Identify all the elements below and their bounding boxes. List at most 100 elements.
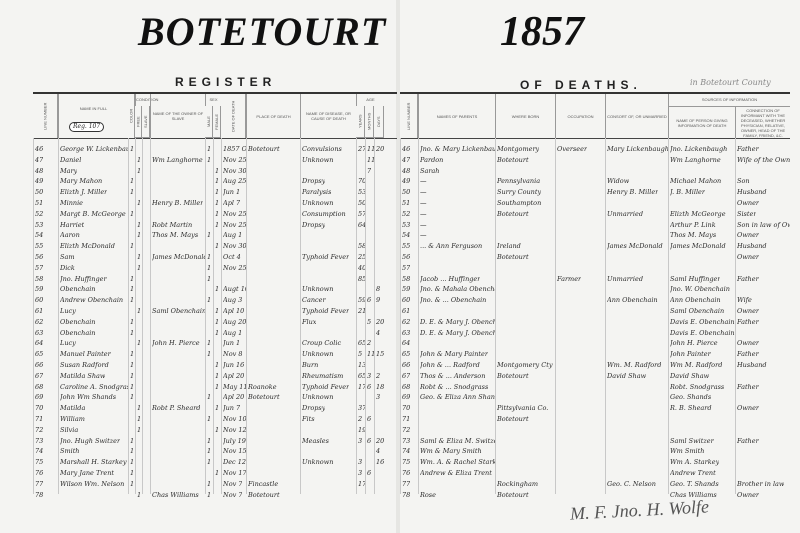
table-cell: Montgomery <box>497 145 540 153</box>
table-row: 73 Saml & Eliza M. Switzer Saml Switzer Fat… <box>400 436 790 447</box>
table-cell: Obenchain <box>60 328 96 337</box>
table-cell: Robt & ... Snodgrass <box>420 382 489 391</box>
table-cell: Jun 1 <box>223 339 241 348</box>
table-cell: 64 <box>358 220 365 229</box>
table-cell: 1 <box>130 393 135 402</box>
table-cell: 1857 Oct 12 <box>223 145 246 153</box>
table-cell: 1 <box>137 220 142 229</box>
table-cell: Matilda <box>60 404 86 413</box>
table-row: 64 Lucy 1 John H. Pierce 1 Jun 1 Croup Colic 65… <box>33 338 397 349</box>
table-cell: 15 <box>376 350 384 359</box>
table-cell: 69 <box>35 393 44 402</box>
table-cell: D. E. & Mary J. Obenchain <box>420 328 495 337</box>
table-cell: 1 <box>130 145 135 153</box>
table-cell: Jun 7 <box>223 404 241 413</box>
table-cell: Elizth J. Miller <box>60 188 108 197</box>
table-cell: 1 <box>215 220 220 229</box>
table-cell: 65 <box>358 339 365 348</box>
left-column-header: Place of Death <box>246 94 300 138</box>
table-cell: Jno. & Mahala Obenchain <box>420 285 495 294</box>
table-cell: Mary Lickenbaugh <box>607 145 668 153</box>
table-cell: 66 <box>35 361 44 369</box>
table-cell: 57 <box>402 263 411 272</box>
table-cell: 63 <box>402 328 411 337</box>
table-cell: Henry B. Miller <box>152 199 204 207</box>
table-cell: 1 <box>207 263 212 272</box>
table-cell: Andrew & Eliza Trent <box>420 469 492 477</box>
table-cell: 70 <box>402 404 411 413</box>
table-cell: 46 <box>402 145 411 153</box>
table-row: 56 Sam 1 James McDonald 1 Oct 4 Typhoid Fever 2… <box>33 252 397 263</box>
table-cell: 1 <box>207 231 212 240</box>
table-cell: Nov 30 <box>223 242 246 251</box>
table-cell: Apl 20 <box>223 393 245 402</box>
table-row: 72 <box>400 425 790 436</box>
table-cell: Oct 4 <box>223 253 241 261</box>
table-cell: Rockingham <box>497 479 539 488</box>
table-cell: 5 <box>358 350 363 359</box>
table-cell: Nov 8 <box>223 350 243 359</box>
table-cell: 1 <box>207 253 212 261</box>
right-column-header: Consort of, or Unmarried <box>605 94 668 138</box>
table-cell: Nov 25 <box>223 155 246 164</box>
table-cell: 19 <box>358 425 365 434</box>
table-cell: David Shaw <box>670 371 710 380</box>
table-cell: 73 <box>35 436 44 445</box>
table-cell: 57 <box>35 263 44 272</box>
table-cell: Sister <box>737 209 757 218</box>
table-cell: 1 <box>207 296 212 305</box>
table-cell: 3 <box>358 469 363 477</box>
table-cell: 1 <box>130 285 135 294</box>
table-cell: 75 <box>35 458 44 467</box>
table-cell: Minnie <box>60 199 84 207</box>
table-cell: William <box>60 415 85 423</box>
table-cell: Owner <box>737 404 760 413</box>
table-cell: Wm & Mary Smith <box>420 447 482 456</box>
table-cell: 58 <box>358 242 365 251</box>
table-cell: Unknown <box>302 199 334 207</box>
table-cell: Thos & ... Anderson <box>420 371 486 380</box>
table-cell: Cancer <box>302 296 326 305</box>
column-rule <box>668 138 669 494</box>
table-cell: Paralysis <box>302 188 332 197</box>
table-cell: Wife of the Owner <box>737 155 790 164</box>
table-cell: Saml Switzer <box>670 436 714 445</box>
table-cell: 1 <box>215 209 220 218</box>
table-cell: 71 <box>35 415 44 423</box>
table-cell: 1 <box>130 436 135 445</box>
table-cell: George W. Lickenbaugh <box>60 145 128 153</box>
table-cell: 6 <box>367 382 372 391</box>
table-cell: 6 <box>367 296 372 305</box>
table-cell: 50 <box>35 188 44 197</box>
table-cell: 16 <box>376 458 384 467</box>
table-cell: 62 <box>402 317 411 326</box>
table-cell: Geo. Shands <box>670 393 712 402</box>
table-row: 77 Rockingham Geo. C. Nelson Geo. T. Shands… <box>400 479 790 490</box>
table-cell: 50 <box>402 188 411 197</box>
table-row: 48 Mary 1 1 Nov 30 7 <box>33 166 397 177</box>
right-column-header: Line Number <box>400 94 418 138</box>
table-row: 76 Mary Jane Trent 1 1 Nov 17 3 6 <box>33 468 397 479</box>
table-cell: Wm. M. Radford <box>607 361 662 369</box>
table-cell: Dec 12 <box>223 458 246 467</box>
table-row: 73 Jno. Hugh Switzer 1 1 July 19 Measles 3 6 20 <box>33 436 397 447</box>
table-cell: Jno. & Mary Lickenbaugh <box>420 145 495 153</box>
table-cell: Daniel <box>60 155 82 164</box>
column-rule <box>555 138 556 494</box>
table-row: 71 William 1 1 Nov 10 Fits 2 6 <box>33 414 397 425</box>
table-cell: 1 <box>207 350 212 359</box>
table-cell: Robt. Snodgrass <box>670 382 725 391</box>
table-cell: Unknown <box>302 155 334 164</box>
table-cell: 75 <box>402 458 411 467</box>
table-cell: 51 <box>35 199 44 207</box>
table-cell: Jun 16 <box>223 361 245 369</box>
table-cell: 70 <box>35 404 44 413</box>
table-cell: Wm Langhorne <box>670 155 721 164</box>
table-cell: Aug 20 <box>223 317 246 326</box>
table-cell: 1 <box>130 188 135 197</box>
table-cell: 3 <box>376 393 381 402</box>
